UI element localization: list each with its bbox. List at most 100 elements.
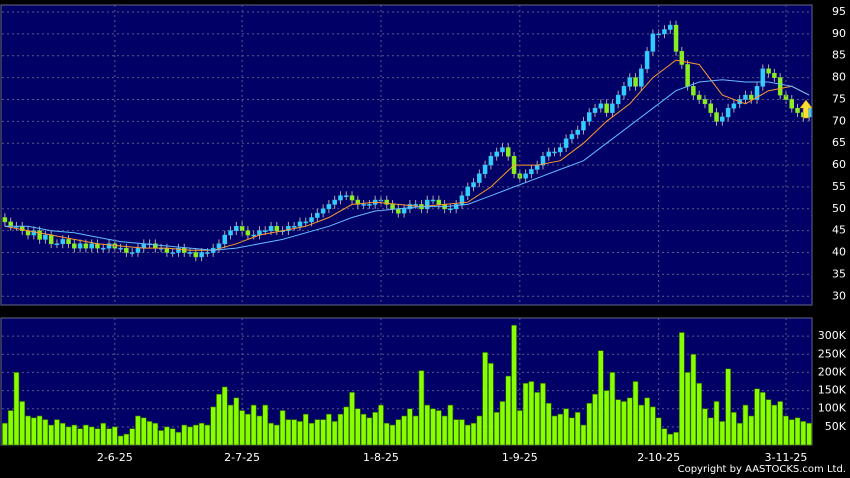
volume-bar xyxy=(233,397,240,446)
volume-bar xyxy=(54,419,60,446)
candle-body xyxy=(679,51,685,65)
volume-bar xyxy=(106,428,112,446)
volume-bar xyxy=(77,428,83,446)
candle-body xyxy=(720,116,725,122)
volume-bar xyxy=(806,422,812,446)
volume-bar xyxy=(13,372,20,446)
candle-body xyxy=(89,243,94,249)
volume-bar xyxy=(262,404,269,446)
volume-bar xyxy=(534,392,540,446)
candle-body xyxy=(222,234,227,245)
y-tick-label: 80 xyxy=(832,71,846,84)
candle-body xyxy=(465,186,470,196)
candle-body xyxy=(297,221,303,227)
candle-body xyxy=(407,204,413,210)
candle-body xyxy=(760,68,766,87)
candle-body xyxy=(592,107,598,113)
volume-bar xyxy=(117,435,124,446)
volume-bar xyxy=(366,417,373,446)
volume-bar xyxy=(754,388,760,446)
candle-body xyxy=(436,199,442,205)
candle-body xyxy=(789,99,794,109)
volume-bar xyxy=(794,417,801,446)
volume-bar xyxy=(94,428,101,446)
volume-bar xyxy=(684,372,691,446)
candle-body xyxy=(777,77,783,96)
volume-bar xyxy=(71,424,78,446)
volume-bar xyxy=(320,419,326,446)
volume-bar xyxy=(401,415,407,446)
candle-body xyxy=(274,226,280,231)
candle-body xyxy=(477,173,482,183)
candle-body xyxy=(303,221,308,224)
volume-bar xyxy=(719,421,726,446)
candle-body xyxy=(691,86,696,96)
volume-bar xyxy=(7,410,14,446)
volume-bar xyxy=(760,392,766,446)
candle-body xyxy=(326,204,332,210)
candle-body xyxy=(708,103,713,113)
volume-bar xyxy=(19,401,26,446)
candle-body xyxy=(193,252,199,258)
volume-bar xyxy=(395,419,402,446)
volume-bar xyxy=(372,412,378,446)
candle-body xyxy=(338,195,343,201)
candle-body xyxy=(540,156,546,166)
candle-body xyxy=(390,204,395,210)
volume-bar xyxy=(412,415,419,446)
candle-body xyxy=(552,151,557,154)
volume-bar xyxy=(505,375,512,446)
volume-bar xyxy=(245,413,251,446)
candle-body xyxy=(106,243,112,249)
y-tick-label: 300K xyxy=(818,329,847,342)
candle-body xyxy=(286,226,291,231)
candle-body xyxy=(772,72,777,78)
volume-bar xyxy=(731,412,737,446)
candle-body xyxy=(453,204,459,210)
volume-bar xyxy=(314,419,321,446)
candle-body xyxy=(48,234,54,245)
volume-bar xyxy=(661,428,668,446)
candle-body xyxy=(743,94,748,100)
volume-bar xyxy=(210,406,216,446)
candle-body xyxy=(633,77,638,87)
volume-bar xyxy=(742,404,749,446)
candle-body xyxy=(587,112,592,122)
volume-bar xyxy=(88,426,95,446)
candle-body xyxy=(650,33,656,52)
candle-body xyxy=(425,199,430,210)
volume-bar xyxy=(667,433,674,446)
volume-bar xyxy=(522,383,529,446)
candle-body xyxy=(349,195,355,201)
candle-body xyxy=(361,204,366,206)
candle-body xyxy=(124,247,129,253)
volume-bar xyxy=(331,421,338,446)
volume-bar xyxy=(158,430,164,446)
volume-bar xyxy=(164,426,170,446)
candle-body xyxy=(662,29,667,35)
volume-bar xyxy=(551,415,558,446)
candle-body xyxy=(627,77,632,87)
volume-bar xyxy=(436,410,442,446)
volume-bar xyxy=(256,415,263,446)
candle-body xyxy=(766,68,771,74)
volume-bar xyxy=(493,412,500,446)
y-tick-label: 60 xyxy=(832,158,846,171)
candle-body xyxy=(494,151,499,157)
candle-body xyxy=(563,138,569,148)
candle-body xyxy=(384,199,389,205)
volume-bar xyxy=(221,386,228,446)
volume-bar xyxy=(592,393,598,446)
candle-body xyxy=(263,230,268,232)
candle-body xyxy=(170,252,175,254)
volume-bar xyxy=(488,363,494,446)
volume-bar xyxy=(609,372,616,446)
volume-bar xyxy=(83,424,89,446)
candle-body xyxy=(615,94,621,105)
volume-bar xyxy=(545,402,552,446)
volume-bar xyxy=(476,415,483,446)
candle-body xyxy=(135,247,141,253)
copyright: Copyright by AASTOCKS.com Ltd. xyxy=(678,464,846,475)
volume-bar xyxy=(355,408,361,446)
volume-bar xyxy=(378,404,384,446)
